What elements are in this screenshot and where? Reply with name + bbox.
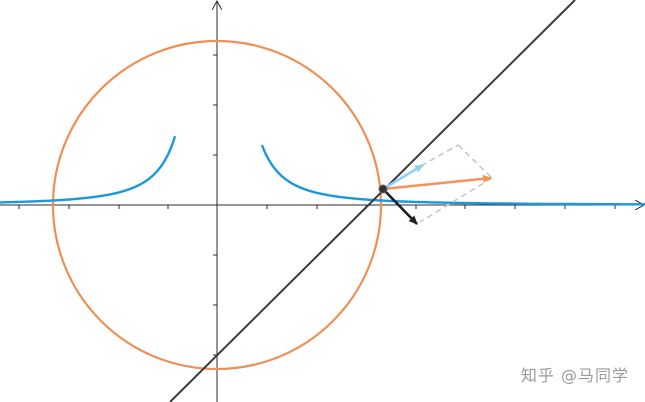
dashed-parallelogram [419,144,493,223]
lightblue-vector-arrow [382,163,424,191]
x-axis-ticks [18,205,616,209]
orange-vector-arrow [382,174,492,191]
circle-curve [51,39,383,371]
watermark: 知乎 @马同学 [520,366,629,385]
blue-curve [0,135,645,206]
y-axis-ticks [213,54,217,356]
intersection-point [378,184,388,194]
straight-line [169,0,576,402]
black-vector-arrow [382,188,418,225]
